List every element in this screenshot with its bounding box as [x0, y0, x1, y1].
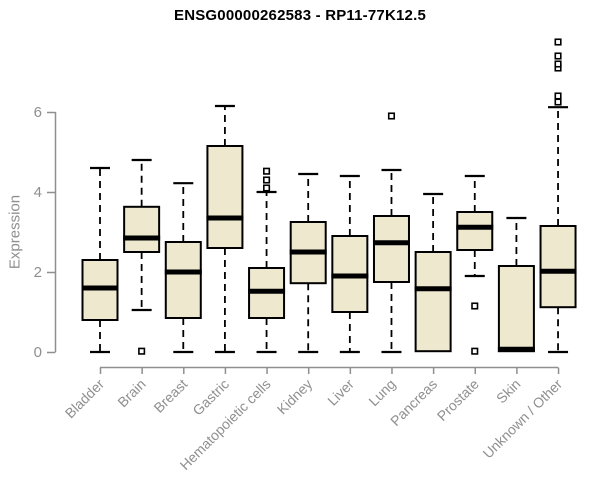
outlier-point: [554, 60, 562, 68]
x-tick-label: Liver: [324, 376, 357, 409]
y-tick-label: 2: [34, 264, 42, 281]
box-pancreas: [414, 251, 452, 353]
chart-title: ENSG00000262583 - RP11-77K12.5: [173, 7, 426, 24]
x-tick-label: Skin: [493, 376, 524, 407]
box-breast: [164, 241, 202, 319]
outlier-point: [263, 167, 271, 175]
outlier-point: [263, 184, 271, 192]
outlier-point: [554, 98, 562, 106]
y-tick-label: 0: [34, 344, 42, 361]
x-tick-label: Brain: [114, 376, 148, 410]
outlier-point: [387, 112, 396, 120]
y-tick-label: 4: [34, 184, 42, 201]
box-lung: [372, 215, 410, 283]
x-tick-label: Prostate: [434, 376, 482, 424]
box-brain: [123, 205, 161, 254]
y-tick-label: 6: [34, 104, 42, 121]
outlier-point: [554, 52, 562, 60]
x-tick-label: Breast: [150, 376, 190, 416]
x-tick-label: Kidney: [274, 376, 316, 418]
box-skin: [497, 265, 535, 353]
x-tick-label: Lung: [365, 376, 398, 409]
outlier-point: [554, 92, 562, 100]
box-unknown-other: [539, 225, 577, 309]
outlier-point: [554, 38, 562, 46]
x-tick-label: Bladder: [62, 376, 108, 422]
box-prostate: [456, 211, 494, 251]
outlier-point: [471, 347, 479, 355]
outlier-point: [263, 176, 271, 184]
outlier-point: [138, 347, 146, 355]
x-tick-label: Unknown / Other: [480, 376, 566, 462]
box-gastric: [206, 145, 244, 249]
outlier-point: [471, 302, 479, 310]
